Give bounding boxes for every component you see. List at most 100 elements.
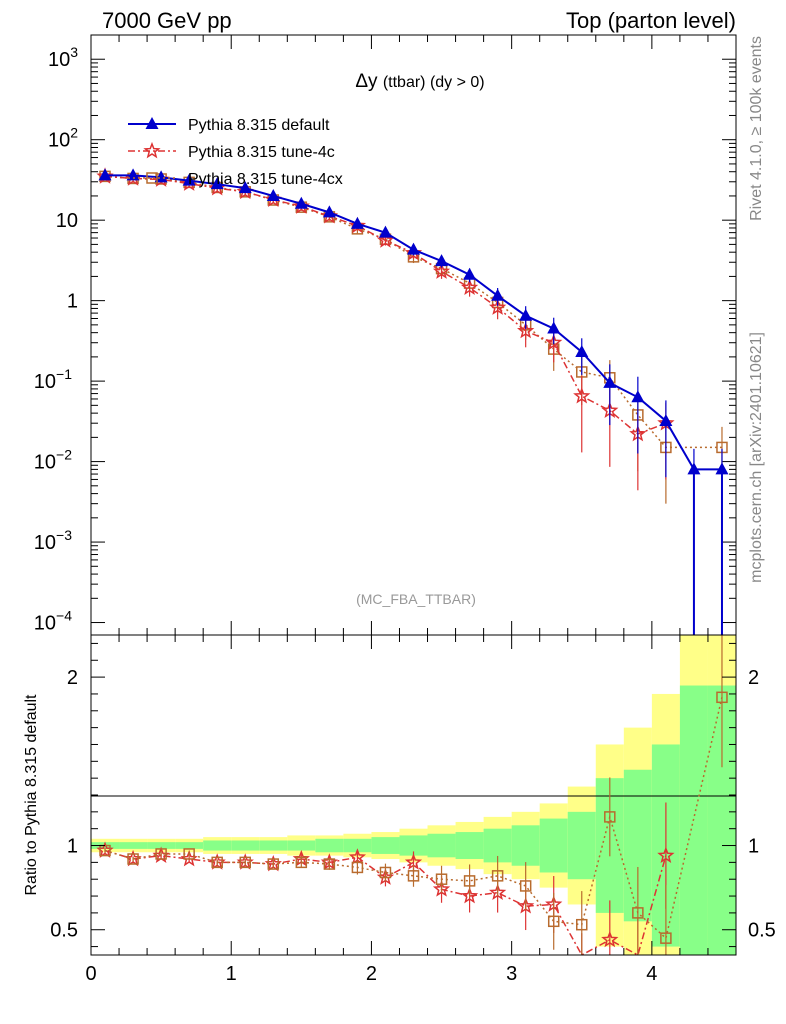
series-line-default — [105, 174, 722, 471]
y-tick-label: 103 — [48, 44, 78, 71]
ratio-point-tune4cx — [660, 932, 672, 944]
legend-marker — [145, 117, 159, 129]
y-tick-base: 10 — [34, 452, 56, 474]
ratio-point-tune4cx — [127, 853, 139, 865]
ratio-band-inner — [203, 840, 232, 851]
legend-marker — [146, 172, 158, 184]
ratio-point-tune4cx — [267, 858, 280, 870]
y-tick-base: 10 — [48, 130, 70, 152]
legend-label: Pythia 8.315 tune-4c — [188, 144, 335, 161]
ratio-series — [96, 635, 728, 957]
series-line-tune4cx — [104, 175, 722, 449]
x-axis-ticks: 0 1 2 3 4 — [85, 963, 657, 985]
y-tick-base: 10 — [56, 210, 78, 232]
ratio-band-inner — [147, 842, 176, 849]
data-point-tune4c — [460, 278, 479, 296]
y-tick-base: 10 — [48, 49, 70, 71]
legend-label: Pythia 8.315 tune-4cx — [188, 171, 343, 188]
ratio-panel: 0.5 0.5 1 1 2 2 Ratio to Pythia 8.315 default — [23, 634, 776, 957]
y-tick-label: 10−3 — [34, 527, 72, 554]
data-point-default — [294, 196, 308, 209]
legend-marker — [143, 141, 161, 159]
header-energy: 7000 GeV pp — [102, 8, 232, 33]
data-point-default — [575, 345, 589, 358]
ratio-y-tick-label: 1 — [67, 836, 78, 858]
ratio-band-inner — [511, 825, 540, 866]
ratio-y-tick-label-right: 2 — [748, 667, 759, 689]
y-tick-exponent: −1 — [56, 366, 72, 382]
data-point-default — [154, 170, 168, 183]
ratio-point-tune4cx — [604, 811, 616, 823]
y-tick-label: 10 — [56, 210, 78, 232]
ratio-band-inner — [231, 840, 260, 851]
y-tick-base: 10 — [34, 371, 56, 393]
x-tick-label: 4 — [646, 963, 657, 985]
data-point-default — [238, 181, 252, 194]
ratio-band-inner — [567, 811, 596, 880]
x-tick-label: 0 — [85, 963, 96, 985]
y-tick-exponent: −2 — [56, 447, 72, 463]
legend: Pythia 8.315 default Pythia 8.315 tune-4c… — [128, 117, 343, 188]
legend-label: Pythia 8.315 default — [188, 117, 330, 134]
data-point-tune4c — [376, 231, 395, 248]
y-tick-base: 10 — [34, 532, 56, 554]
data-point-default — [322, 205, 336, 218]
x-tick-label: 3 — [506, 963, 517, 985]
data-point-tune4c — [573, 387, 591, 404]
ratio-point-tune4cx — [183, 848, 195, 860]
header-process: Top (parton level) — [566, 8, 736, 33]
ratio-point-tune4cx — [716, 691, 728, 704]
ratio-band-inner — [399, 835, 428, 856]
ratio-y-tick-label-right: 1 — [748, 836, 759, 858]
main-title-delta-y: Δy — [355, 71, 378, 92]
data-point-tune4c — [545, 333, 563, 351]
ratio-point-tune4cx — [576, 918, 588, 931]
data-point-default — [491, 288, 505, 301]
ratio-band-inner — [371, 837, 400, 854]
ratio-point-tune4cx — [379, 866, 392, 879]
ratio-point-tune4cx — [323, 858, 336, 870]
y-tick-label: 10−1 — [34, 366, 72, 393]
y-tick-label: 102 — [48, 125, 78, 152]
data-point-default — [659, 413, 673, 426]
ratio-point-tune4cx — [211, 856, 223, 869]
ratio-band-inner — [175, 842, 204, 849]
y-tick-base: 1 — [67, 291, 78, 313]
main-title-sub: (ttbar) (dy > 0) — [383, 74, 485, 91]
x-tick-label: 1 — [226, 963, 237, 985]
ratio-band-inner — [287, 840, 316, 851]
watermark: (MC_FBA_TTBAR) — [356, 591, 476, 607]
ratio-point-tune4cx — [99, 844, 111, 857]
series-tune4c — [96, 167, 675, 491]
y-tick-label: 10−4 — [34, 608, 72, 635]
data-point-default — [407, 242, 420, 255]
legend-entry-tune4cx: Pythia 8.315 tune-4cx — [128, 171, 343, 188]
data-point-default — [210, 177, 224, 190]
data-point-default — [350, 216, 364, 229]
ratio-point-tune4cx — [239, 856, 251, 869]
data-point-default — [631, 390, 645, 403]
series-tune4cx — [99, 170, 728, 504]
main-series — [96, 167, 729, 635]
ratio-y-label: Ratio to Pythia 8.315 default — [23, 694, 40, 896]
ratio-band-inner — [427, 833, 456, 858]
ratio-point-tune4c — [657, 846, 675, 863]
ratio-point-tune4cx — [435, 873, 448, 885]
legend-entry-tune4c: Pythia 8.315 tune-4c — [128, 141, 335, 161]
data-point-default — [98, 168, 112, 181]
ratio-band-inner — [315, 838, 344, 853]
ratio-line-tune4cx — [104, 697, 723, 940]
y-tick-exponent: 2 — [70, 125, 78, 141]
x-tick-label: 2 — [366, 963, 377, 985]
ratio-point-tune4cx — [519, 880, 532, 892]
ratio-series-tune4cx — [99, 635, 728, 955]
main-title: Δy (ttbar) (dy > 0) — [355, 71, 484, 92]
y-tick-label: 10−2 — [34, 447, 72, 474]
data-point-default — [182, 173, 196, 186]
ratio-point-tune4c — [460, 886, 479, 904]
data-point-default — [266, 188, 280, 201]
ratio-band-inner — [455, 832, 484, 859]
data-point-default — [715, 462, 729, 475]
